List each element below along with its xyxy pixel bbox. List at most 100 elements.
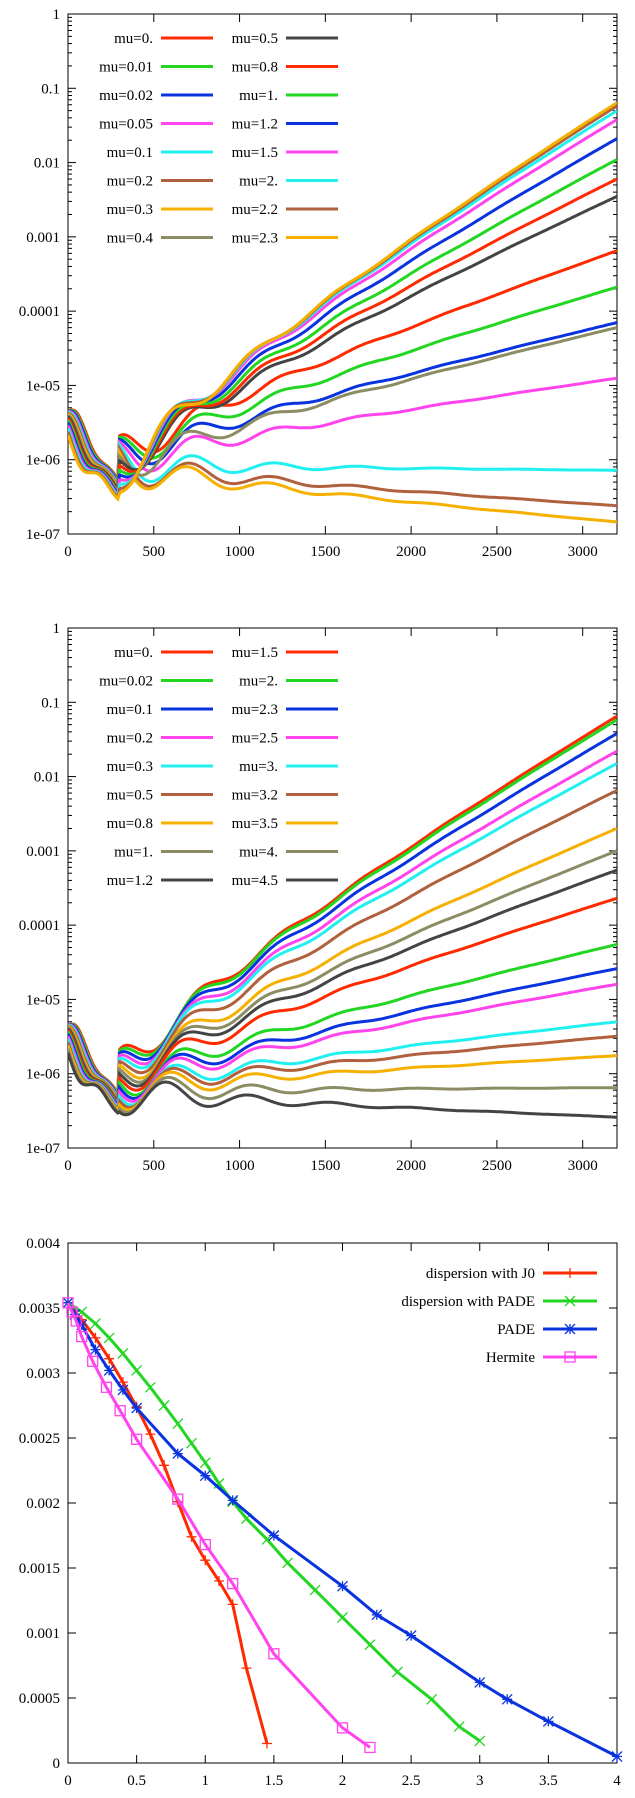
data-point bbox=[62, 1297, 74, 1309]
data-point bbox=[565, 1268, 575, 1278]
x-tick-label: 0 bbox=[64, 1773, 72, 1789]
data-point bbox=[426, 1693, 438, 1705]
data-point bbox=[309, 1584, 321, 1596]
legend-label: mu=3.5 bbox=[232, 816, 278, 832]
series-line bbox=[68, 982, 617, 1111]
series-line bbox=[68, 326, 617, 493]
data-point bbox=[104, 1353, 115, 1364]
data-point bbox=[186, 1531, 197, 1542]
x-tick-label: 2500 bbox=[482, 544, 512, 560]
x-tick-label: 3000 bbox=[568, 544, 598, 560]
chart-1: 1e-07 1e-06 1e-05 0.0001 0.001 0.01 0.1 1 0 500 10… bbox=[19, 7, 618, 560]
y-tick-label: 0.001 bbox=[26, 230, 60, 246]
series-line bbox=[68, 789, 617, 1104]
series-line bbox=[68, 1052, 617, 1119]
y-tick-label: 1 bbox=[53, 7, 61, 23]
y-tick-label: 1e-05 bbox=[26, 992, 60, 1008]
x-tick-label: 2000 bbox=[396, 1158, 426, 1174]
data-point bbox=[158, 1400, 170, 1411]
plot-frame bbox=[67, 627, 618, 1149]
data-point bbox=[144, 1381, 156, 1393]
legend-label: mu=0.5 bbox=[232, 31, 278, 47]
series-line bbox=[68, 411, 617, 489]
series-line bbox=[68, 1045, 617, 1114]
y-tick-label: 0.0015 bbox=[19, 1561, 60, 1577]
data-point bbox=[542, 1715, 554, 1727]
data-point bbox=[172, 1448, 184, 1460]
x-tick-label: 1.5 bbox=[265, 1773, 284, 1789]
data-point bbox=[564, 1323, 576, 1335]
data-point bbox=[130, 1433, 143, 1445]
data-point bbox=[474, 1676, 486, 1688]
data-point bbox=[337, 1611, 348, 1623]
data-point bbox=[103, 1332, 115, 1344]
legend-label: mu=3.2 bbox=[232, 788, 278, 804]
data-point bbox=[145, 1429, 156, 1440]
data-point bbox=[268, 1648, 280, 1660]
y-tick-label: 1e-07 bbox=[26, 527, 61, 543]
data-point bbox=[453, 1721, 465, 1733]
series-line bbox=[68, 158, 617, 497]
data-point bbox=[90, 1332, 101, 1343]
legend-label: mu=0.1 bbox=[107, 145, 153, 161]
data-point bbox=[172, 1418, 184, 1430]
y-tick-label: 0.001 bbox=[26, 844, 60, 860]
legend-label: mu=2.3 bbox=[232, 702, 278, 718]
y-tick-label: 0.0025 bbox=[19, 1431, 60, 1447]
legend-label: mu=0.1 bbox=[107, 702, 153, 718]
series-line bbox=[68, 137, 617, 498]
y-tick-label: 1e-05 bbox=[26, 378, 60, 394]
data-point bbox=[199, 1457, 211, 1469]
x-tick-label: 4 bbox=[613, 1773, 621, 1789]
series-line bbox=[68, 1048, 617, 1115]
data-point bbox=[262, 1738, 273, 1749]
x-tick-label: 2 bbox=[339, 1773, 347, 1789]
legend-label: mu=0.02 bbox=[99, 88, 153, 104]
x-tick-label: 3 bbox=[476, 1773, 484, 1789]
x-tick-label: 3000 bbox=[568, 1158, 598, 1174]
data-point bbox=[501, 1693, 513, 1705]
chart-3: 0 0.0005 0.001 0.0015 0.002 0.0025 0.003 0.0035… bbox=[19, 1236, 623, 1789]
legend-label: mu=4. bbox=[239, 845, 278, 861]
legend-label: mu=0.4 bbox=[107, 231, 154, 247]
legend-label: mu=3. bbox=[239, 759, 278, 775]
legend-label: mu=0.8 bbox=[107, 816, 153, 832]
x-tick-label: 1000 bbox=[225, 544, 255, 560]
legend-label: mu=0.2 bbox=[107, 731, 153, 747]
series-line bbox=[68, 249, 617, 484]
data-point bbox=[76, 1306, 88, 1318]
legend-label: mu=2. bbox=[239, 674, 278, 690]
legend-label: mu=2. bbox=[239, 174, 278, 190]
series-line bbox=[66, 1302, 371, 1749]
y-tick-label: 0.0001 bbox=[19, 304, 60, 320]
series-line bbox=[68, 412, 617, 524]
legend-label: mu=1.5 bbox=[232, 145, 278, 161]
y-tick-label: 0 bbox=[53, 1756, 61, 1772]
legend-label: mu=2.5 bbox=[232, 731, 278, 747]
y-tick-label: 0.002 bbox=[26, 1496, 60, 1512]
legend-label: mu=0. bbox=[114, 645, 153, 661]
data-point bbox=[241, 1663, 252, 1674]
legend-label: mu=1. bbox=[114, 845, 153, 861]
data-point bbox=[131, 1364, 143, 1376]
data-point bbox=[611, 1751, 623, 1762]
series-group bbox=[68, 101, 617, 524]
data-point bbox=[117, 1384, 129, 1396]
data-point bbox=[159, 1460, 170, 1471]
y-tick-label: 1e-06 bbox=[26, 453, 61, 469]
legend-label: Hermite bbox=[486, 1350, 535, 1366]
legend-label: mu=2.3 bbox=[232, 231, 278, 247]
data-point bbox=[213, 1576, 224, 1586]
y-tick-label: 0.0035 bbox=[19, 1301, 60, 1317]
x-tick-label: 2000 bbox=[396, 544, 426, 560]
data-point bbox=[66, 1306, 78, 1318]
x-tick-label: 1 bbox=[202, 1773, 210, 1789]
data-point bbox=[391, 1666, 403, 1678]
data-point bbox=[186, 1437, 197, 1449]
legend-label: mu=1.2 bbox=[232, 117, 278, 133]
data-point bbox=[474, 1735, 486, 1747]
x-tick-label: 0.5 bbox=[127, 1773, 146, 1789]
data-point bbox=[117, 1348, 129, 1359]
y-tick-label: 1 bbox=[53, 621, 61, 637]
